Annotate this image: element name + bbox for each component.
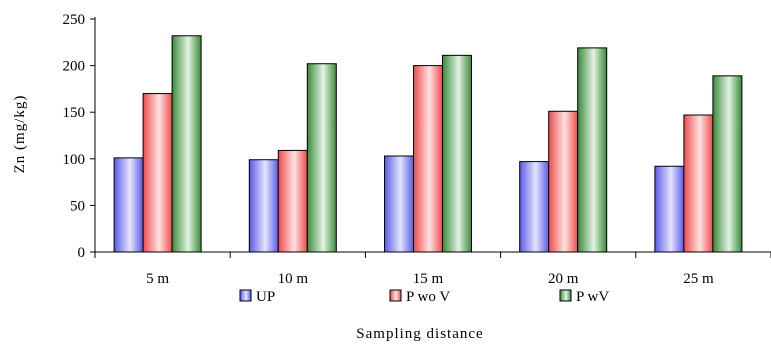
bar-up-20m — [519, 161, 550, 253]
legend-swatch — [559, 289, 572, 302]
x-tick-label: 15 m — [413, 271, 444, 287]
x-tick-label: 10 m — [278, 271, 309, 287]
x-axis-title: Sampling distance — [356, 326, 483, 342]
legend-swatch — [239, 289, 252, 302]
bar-p-wv-25m — [712, 75, 743, 253]
plot-area — [94, 17, 771, 253]
bar-up-5m — [113, 157, 144, 253]
legend-label: P wV — [576, 289, 609, 305]
bar-p-wo-v-10m — [277, 149, 308, 253]
bar-p-wo-v-20m — [548, 110, 579, 253]
legend-swatch — [389, 289, 402, 302]
x-tick-label: 20 m — [548, 271, 579, 287]
bar-p-wo-v-25m — [683, 114, 714, 253]
y-tick-label: 0 — [78, 245, 86, 261]
legend-label: P wo V — [406, 289, 450, 305]
y-tick-label: 200 — [63, 59, 86, 75]
x-tick-label: 5 m — [146, 271, 169, 287]
bar-p-wo-v-5m — [142, 93, 173, 253]
bar-up-15m — [384, 155, 414, 253]
x-tick-label: 25 m — [683, 271, 714, 287]
y-tick-label: 100 — [63, 152, 86, 168]
y-tick-label: 50 — [70, 198, 85, 214]
y-axis-title: Zn (mg/kg) — [12, 95, 28, 174]
legend: UP P wo V P wV — [239, 289, 609, 305]
y-tick-label: 250 — [63, 12, 86, 28]
y-axis-ticks: 0 50 100 150 200 250 — [63, 12, 95, 261]
y-tick-label: 150 — [63, 105, 86, 121]
legend-label: UP — [256, 289, 275, 305]
bar-p-wv-10m — [306, 63, 337, 253]
bar-up-25m — [654, 165, 685, 253]
x-axis-ticks: 5 m 10 m 15 m 20 m 25 m — [94, 252, 771, 287]
bar-p-wo-v-15m — [413, 65, 443, 253]
bar-up-10m — [248, 159, 279, 253]
bar-p-wv-15m — [442, 54, 472, 253]
bar-p-wv-5m — [171, 35, 202, 253]
bar-p-wv-20m — [577, 47, 608, 253]
